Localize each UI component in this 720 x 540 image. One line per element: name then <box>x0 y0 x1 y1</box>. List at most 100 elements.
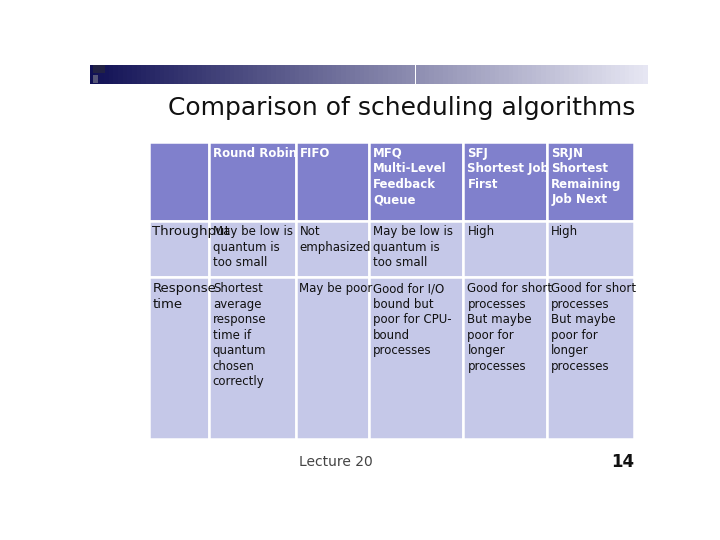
Bar <box>383 65 387 84</box>
Text: SFJ
Shortest Job
First: SFJ Shortest Job First <box>467 147 549 191</box>
Bar <box>429 65 434 84</box>
Bar <box>113 65 118 84</box>
Bar <box>295 220 369 278</box>
Bar <box>574 65 578 84</box>
Text: Comparison of scheduling algorithms: Comparison of scheduling algorithms <box>168 97 636 120</box>
Bar <box>620 65 625 84</box>
Bar <box>336 65 341 84</box>
Bar <box>387 65 392 84</box>
Bar <box>253 65 258 84</box>
Bar <box>411 65 415 84</box>
Bar <box>327 65 332 84</box>
Bar <box>127 65 132 84</box>
Bar <box>90 65 94 84</box>
Text: Lecture 20: Lecture 20 <box>299 455 372 469</box>
Bar <box>438 65 444 84</box>
Bar <box>145 65 150 84</box>
Bar <box>644 65 648 84</box>
Bar <box>550 65 555 84</box>
Bar <box>94 65 99 84</box>
Bar <box>541 65 546 84</box>
Bar <box>248 65 253 84</box>
Bar <box>243 65 248 84</box>
Text: FIFO: FIFO <box>300 147 330 160</box>
Bar <box>239 65 243 84</box>
Bar <box>425 65 429 84</box>
Bar <box>420 65 425 84</box>
Bar <box>513 65 518 84</box>
Bar <box>547 220 634 278</box>
Bar <box>564 65 569 84</box>
Bar <box>402 65 406 84</box>
Bar <box>629 65 634 84</box>
Bar <box>174 65 179 84</box>
Bar <box>639 65 644 84</box>
Bar <box>290 65 294 84</box>
Bar <box>118 65 122 84</box>
Bar <box>211 65 215 84</box>
Bar <box>104 65 109 84</box>
Text: May be low is
quantum is
too small: May be low is quantum is too small <box>373 226 453 269</box>
Bar <box>93 75 99 83</box>
Bar <box>578 65 583 84</box>
Bar <box>109 65 113 84</box>
Bar <box>351 65 355 84</box>
Bar <box>258 65 262 84</box>
Bar <box>625 65 629 84</box>
Bar <box>472 65 476 84</box>
Bar <box>569 65 574 84</box>
Bar <box>369 278 464 439</box>
Bar <box>457 65 462 84</box>
Bar <box>276 65 281 84</box>
Bar <box>448 65 453 84</box>
Bar <box>148 220 209 278</box>
Bar <box>518 65 523 84</box>
Bar <box>294 65 300 84</box>
Bar <box>634 65 639 84</box>
Bar <box>160 65 164 84</box>
Bar <box>93 65 105 73</box>
Text: May be poor: May be poor <box>300 282 373 295</box>
Bar <box>332 65 336 84</box>
Bar <box>547 278 634 439</box>
Bar <box>341 65 346 84</box>
Bar <box>281 65 285 84</box>
Bar <box>183 65 188 84</box>
Bar <box>137 65 141 84</box>
Bar <box>150 65 155 84</box>
Bar <box>397 65 402 84</box>
Bar <box>148 278 209 439</box>
Bar <box>499 65 504 84</box>
Bar <box>536 65 541 84</box>
Bar <box>444 65 448 84</box>
Text: Good for short
processes
But maybe
poor for
longer
processes: Good for short processes But maybe poor … <box>552 282 636 373</box>
Bar <box>546 65 550 84</box>
Bar <box>234 65 239 84</box>
Bar <box>464 141 547 220</box>
Bar <box>532 65 536 84</box>
Text: Good for short
processes
But maybe
poor for
longer
processes: Good for short processes But maybe poor … <box>467 282 552 373</box>
Bar <box>559 65 564 84</box>
Bar <box>318 65 323 84</box>
Bar <box>369 141 464 220</box>
Bar <box>122 65 127 84</box>
Bar <box>583 65 588 84</box>
Bar <box>285 65 290 84</box>
Bar <box>164 65 169 84</box>
Bar <box>462 65 467 84</box>
Bar <box>202 65 206 84</box>
Bar <box>179 65 183 84</box>
Bar <box>323 65 327 84</box>
Text: High: High <box>552 226 578 239</box>
Bar <box>313 65 318 84</box>
Bar <box>99 65 104 84</box>
Bar <box>197 65 202 84</box>
Bar <box>188 65 192 84</box>
Bar <box>266 65 271 84</box>
Bar <box>527 65 532 84</box>
Bar <box>209 220 295 278</box>
Bar <box>295 141 369 220</box>
Bar <box>148 141 209 220</box>
Bar <box>476 65 481 84</box>
Bar <box>415 65 420 84</box>
